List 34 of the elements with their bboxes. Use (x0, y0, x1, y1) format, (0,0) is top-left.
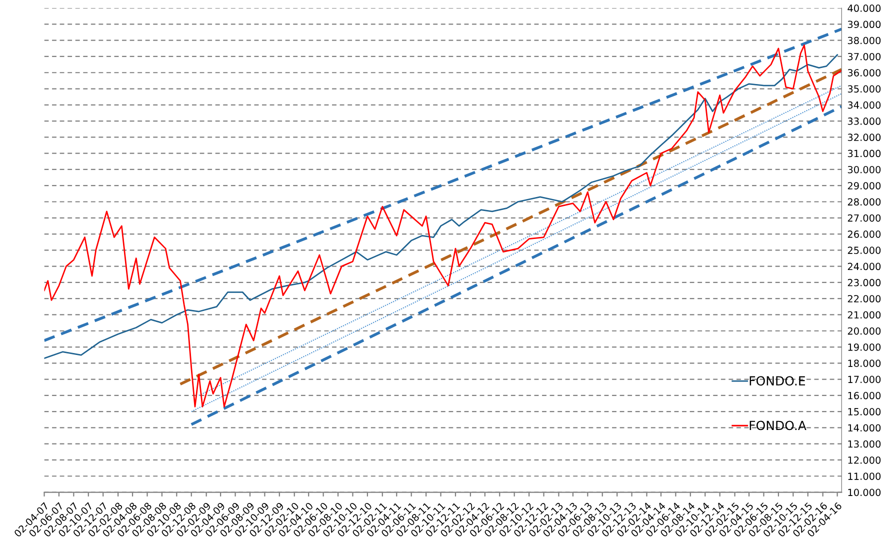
y-tick-label: 35.000 (848, 85, 881, 93)
legend-label: FONDO.A (750, 420, 806, 430)
y-tick-label: 20.000 (848, 327, 881, 335)
y-tick-label: 16.000 (848, 392, 881, 400)
y-tick-label: 32.000 (848, 134, 881, 142)
y-tick-label: 22.000 (848, 295, 881, 302)
y-tick-label: 36.000 (848, 69, 881, 76)
legend-label: FONDO.E (750, 376, 806, 386)
y-tick-label: 40.000 (848, 4, 881, 12)
y-tick-label: 17.000 (848, 376, 881, 384)
y-tick-label: 23.000 (848, 278, 881, 286)
y-tick-label: 11.000 (848, 472, 881, 480)
y-tick-label: 26.000 (848, 230, 881, 238)
y-tick-label: 33.000 (848, 118, 881, 125)
y-tick-label: 29.000 (848, 182, 881, 190)
y-tick-label: 25.000 (848, 246, 881, 254)
y-tick-label: 15.000 (848, 408, 881, 416)
y-tick-label: 12.000 (848, 456, 881, 464)
y-tick-label: 34.000 (848, 101, 881, 109)
y-tick-label: 24.000 (848, 262, 881, 270)
y-tick-label: 13.000 (848, 440, 881, 448)
y-tick-label: 30.000 (848, 166, 881, 174)
line-series (44, 44, 842, 408)
y-tick-label: 14.000 (848, 424, 881, 432)
y-tick-label: 21.000 (848, 311, 881, 319)
y-tick-label: 31.000 (848, 150, 881, 158)
y-tick-label: 38.000 (848, 36, 881, 44)
y-tick-label: 18.000 (848, 360, 881, 367)
y-tick-label: 37.000 (848, 52, 881, 60)
y-tick-label: 27.000 (848, 214, 881, 222)
y-tick-label: 28.000 (848, 198, 881, 206)
y-tick-label: 10.000 (848, 488, 881, 496)
y-tick-label: 39.000 (848, 20, 881, 28)
y-tick-label: 19.000 (848, 343, 881, 351)
